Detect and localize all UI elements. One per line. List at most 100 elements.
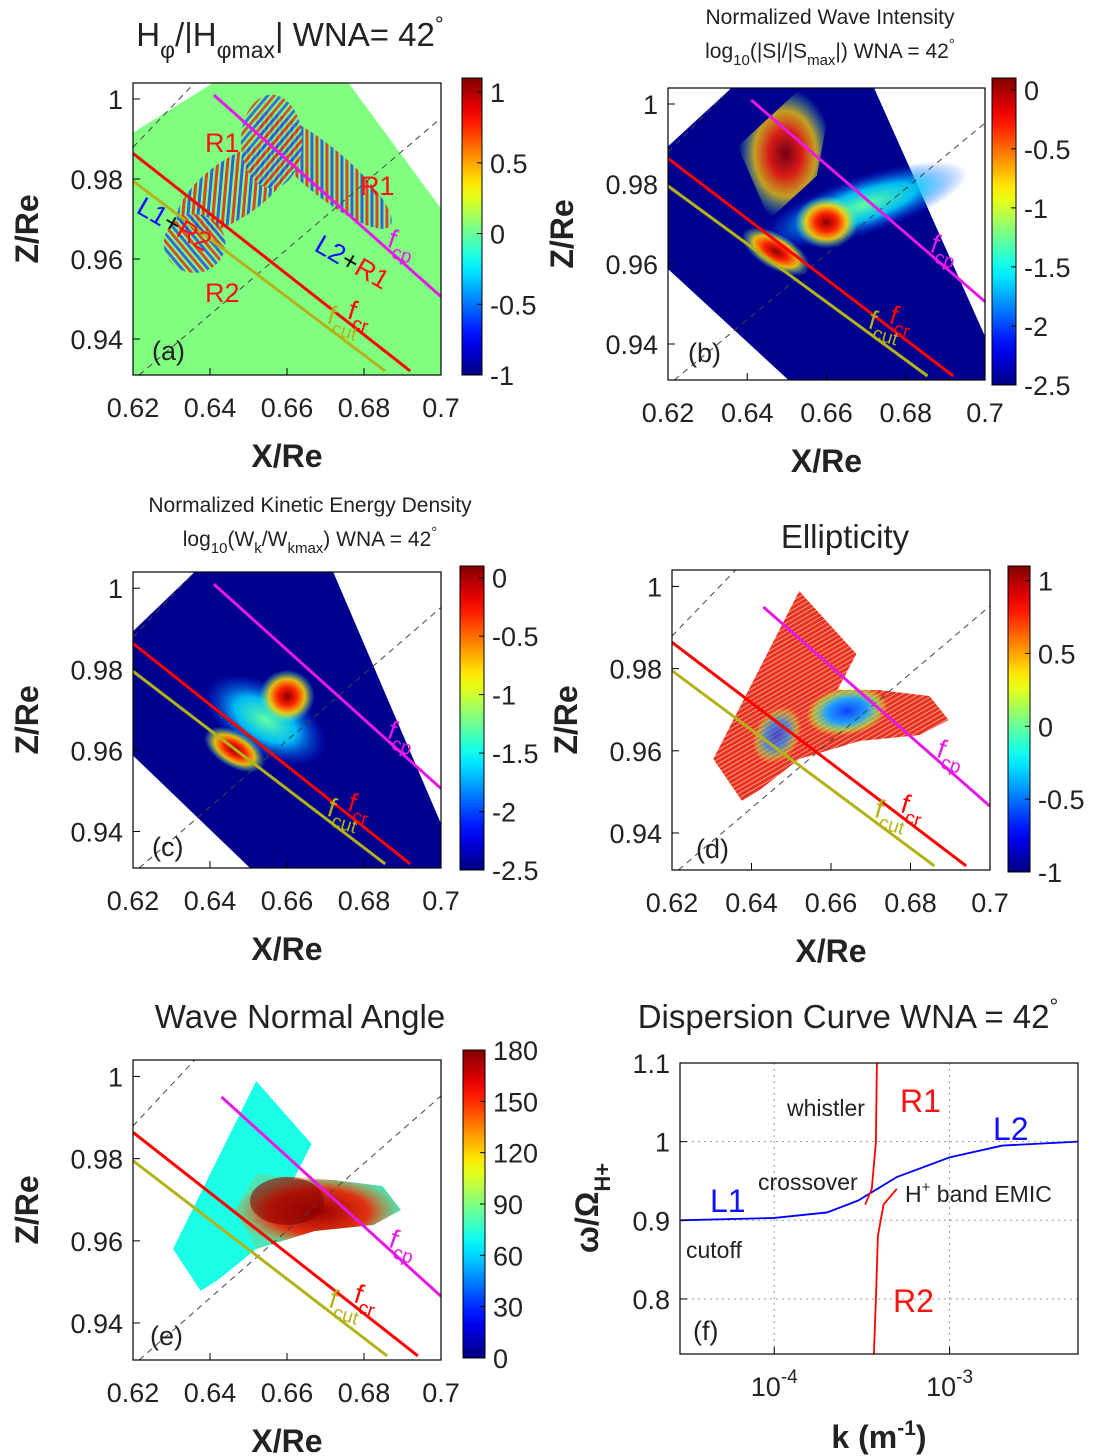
x-axis-label: k (m-1): [831, 1417, 926, 1455]
x-tick-text: 0.7: [422, 1378, 460, 1408]
x-tick-text: 10: [926, 1372, 956, 1402]
x-tick-text: 0.7: [966, 398, 1004, 428]
annotation-part: band EMIC: [930, 1181, 1051, 1207]
title-part: | WNA= 42: [275, 16, 435, 53]
title-part: log: [705, 40, 733, 63]
x-tick-text: 0.66: [261, 1378, 314, 1408]
x-tick-label: 10-3: [926, 1367, 973, 1402]
label-part: ω/Ω: [569, 1192, 605, 1254]
field-line: [138, 607, 441, 868]
field-line: [133, 1060, 195, 1127]
title: Normalized Wave Intensity: [706, 6, 955, 29]
y-tick-label: 1: [108, 574, 123, 604]
y-tick-label: 1: [108, 1062, 123, 1092]
annotation: R1: [205, 128, 240, 158]
colorbar-tick-label: -2.5: [1024, 371, 1071, 401]
field-line: [672, 570, 736, 637]
x-tick-text: 0.62: [646, 888, 699, 918]
annotation: L1+R2: [132, 191, 217, 257]
colorbar-tick-label: -1: [492, 681, 516, 711]
colorbar-tick-label: 0: [490, 220, 505, 250]
x-tick-label: 0.64: [725, 888, 778, 918]
x-tick-text: 0.66: [800, 398, 853, 428]
annotation: R2: [893, 1283, 934, 1319]
annotation-part: H: [905, 1181, 922, 1207]
x-axis-label: X/Re: [795, 933, 866, 969]
title-sup: °: [431, 524, 437, 541]
annotation: crossover: [758, 1169, 858, 1195]
y-tick-label: 0.96: [70, 736, 123, 766]
panel-letter: (d): [696, 834, 729, 864]
field-line: [138, 1095, 441, 1360]
line: [672, 669, 936, 868]
x-tick-label: 0.7: [422, 1378, 460, 1408]
y-tick-label: 1: [108, 85, 123, 115]
title-part: H: [136, 16, 160, 53]
title: Normalized Kinetic Energy Density: [148, 494, 472, 517]
colorbar: [461, 77, 483, 376]
y-tick-label: 0.8: [632, 1285, 670, 1315]
colorbar-tick-label: -0.5: [490, 290, 537, 320]
line: [750, 98, 985, 303]
x-tick-label: 0.64: [184, 1378, 237, 1408]
field: [133, 1060, 441, 1360]
field-blob: [163, 214, 226, 273]
y-tick-label: 0.94: [70, 818, 123, 848]
label-sub: H+: [590, 1163, 615, 1192]
line-label-sub: cr: [891, 318, 913, 343]
colorbar-tick-label: 1: [490, 78, 505, 108]
field-blob: [794, 196, 859, 249]
x-tick-label: 0.64: [721, 398, 774, 428]
line: [872, 1188, 898, 1354]
y-tick-label: 0.96: [70, 1227, 123, 1257]
line-label-sub: cr: [902, 807, 924, 832]
title-part: /W: [262, 528, 288, 551]
colorbar-tick-label: -1: [1024, 194, 1048, 224]
title-sub: kmax: [287, 540, 323, 557]
annotation-sup: +: [922, 1179, 931, 1196]
y-tick-label: 1.1: [632, 1049, 670, 1079]
y-tick-label: 0.98: [70, 1145, 123, 1175]
label-part: k (m: [831, 1419, 897, 1455]
x-axis-label: X/Re: [251, 1423, 322, 1456]
x-tick-text: 0.66: [261, 886, 314, 916]
y-axis-label: Z/Re: [9, 194, 45, 263]
colorbar-tick-label: 1: [1038, 567, 1053, 597]
line: [668, 184, 929, 378]
line: [133, 152, 412, 373]
colorbar-tick-label: -0.5: [492, 622, 539, 652]
title-sub: k: [254, 540, 262, 557]
x-tick-text: 0.7: [971, 888, 1009, 918]
line-label: fcr: [342, 295, 376, 338]
colorbar-tick-label: 150: [493, 1087, 538, 1117]
field-line: [668, 88, 732, 153]
title-part: (W: [227, 528, 254, 551]
x-tick-label: 10-4: [751, 1367, 798, 1402]
x-tick-label: 0.7: [422, 393, 460, 423]
y-tick-label: 0.96: [609, 737, 662, 767]
x-axis-label: X/Re: [791, 443, 862, 479]
colorbar-tick-label: 0: [1038, 712, 1053, 742]
x-axis-label: X/Re: [251, 931, 322, 967]
x-tick-text: 0.68: [879, 398, 932, 428]
line: [133, 670, 387, 866]
field-line: [678, 605, 990, 870]
x-tick-text: 0.62: [642, 398, 695, 428]
line: [680, 1140, 1078, 1222]
label-part: ): [916, 1419, 927, 1455]
x-tick-label: 0.62: [107, 393, 160, 423]
colorbar-tick-label: 0: [492, 564, 507, 594]
panel-letter: (f): [693, 1316, 718, 1346]
x-tick-label: 0.62: [646, 888, 699, 918]
x-tick-label: 0.66: [805, 888, 858, 918]
colorbar-tick-label: 0.5: [1038, 639, 1076, 669]
x-tick-label: 0.68: [884, 888, 937, 918]
title: Hφ/|Hφmax| WNA= 42°: [136, 12, 443, 63]
colorbar-tick-label: -0.5: [1038, 785, 1085, 815]
x-tick-text: 0.62: [107, 1378, 160, 1408]
colorbar-tick-label: -2: [492, 798, 516, 828]
field-blob: [741, 227, 810, 276]
colorbar-tick-label: -1: [490, 361, 514, 391]
x-tick-text: 0.62: [107, 393, 160, 423]
